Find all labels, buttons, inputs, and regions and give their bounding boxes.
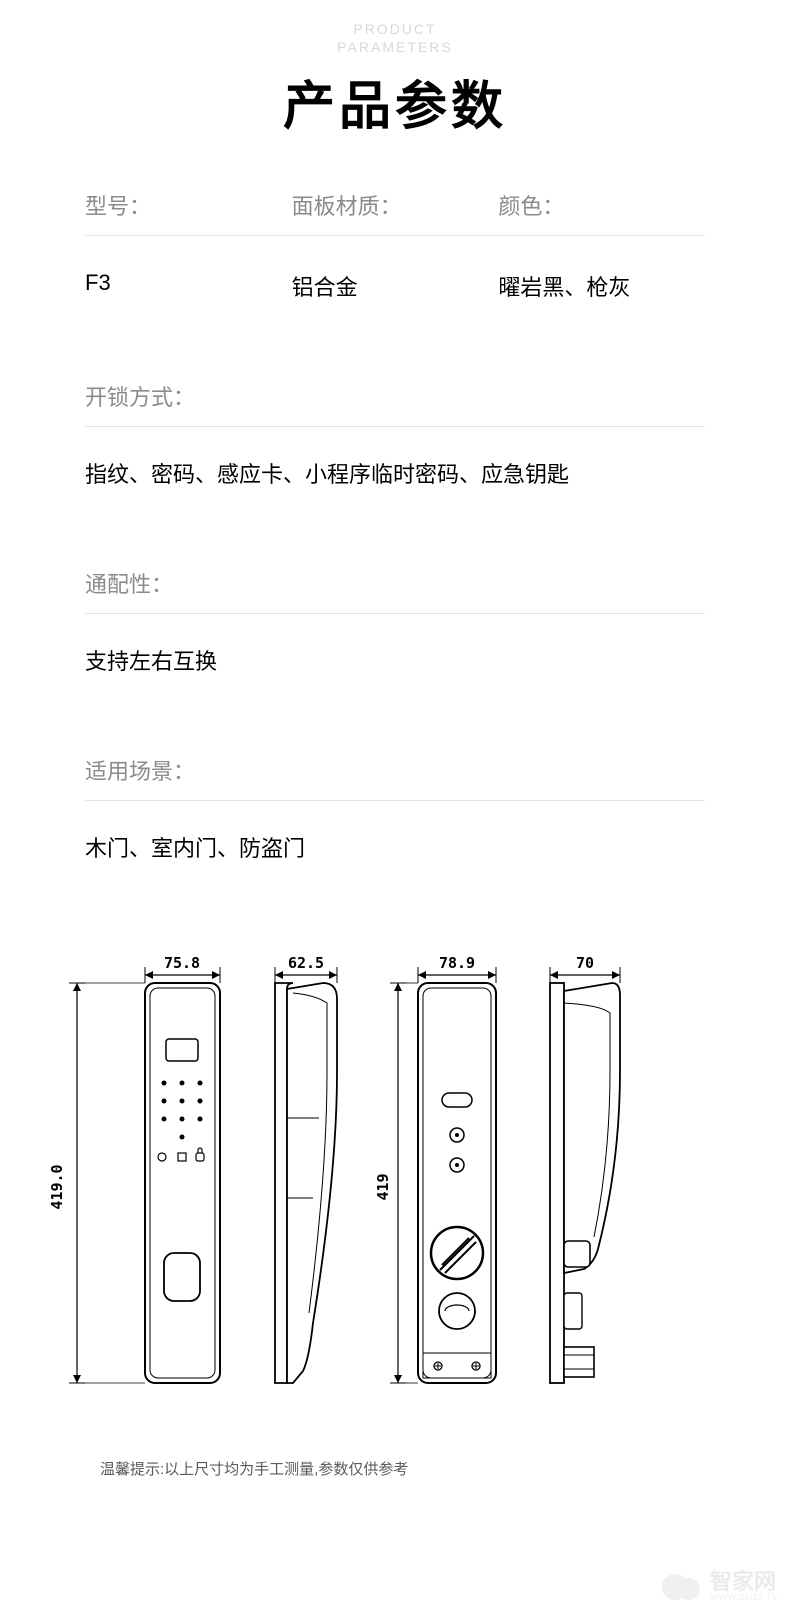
spec-block-scene: 适用场景： 木门、室内门、防盗门 xyxy=(85,754,705,863)
label-scene: 适用场景： xyxy=(85,754,705,786)
value-unlock: 指纹、密码、感应卡、小程序临时密码、应急钥匙 xyxy=(85,457,705,489)
label-material: 面板材质： xyxy=(292,189,499,221)
page-title: 产品参数 xyxy=(0,64,790,139)
spec-row-labels: 型号： 面板材质： 颜色： xyxy=(85,189,705,236)
header: PRODUCT PARAMETERS 产品参数 xyxy=(0,0,790,139)
label-compat: 通配性： xyxy=(85,567,705,599)
spec-row-values: F3 铝合金 曜岩黑、枪灰 xyxy=(85,236,705,302)
dim-front-height: 419.0 xyxy=(50,1165,66,1210)
dim-side1-width: 62.5 xyxy=(288,954,324,972)
dim-back-height: 419 xyxy=(374,1174,392,1201)
value-color: 曜岩黑、枪灰 xyxy=(498,270,705,302)
measurement-tip: 温馨提示:以上尺寸均为手工测量,参数仅供参考 xyxy=(0,1458,790,1479)
value-scene: 木门、室内门、防盗门 xyxy=(85,831,705,863)
watermark-en: WWW.ZNJJ.TV xyxy=(710,1593,778,1602)
dim-back-width: 78.9 xyxy=(439,954,475,972)
eyebrow-line1: PRODUCT xyxy=(0,20,790,38)
watermark-cn: 智家网 xyxy=(710,1571,778,1593)
label-model: 型号： xyxy=(85,189,292,221)
cloud-icon xyxy=(658,1570,704,1602)
label-unlock: 开锁方式： xyxy=(85,380,705,412)
dim-front-width: 75.8 xyxy=(164,954,200,972)
spec-block-compat: 通配性： 支持左右互换 xyxy=(85,567,705,676)
value-model: F3 xyxy=(85,270,292,302)
value-compat: 支持左右互换 xyxy=(85,644,705,676)
spec-table: 型号： 面板材质： 颜色： F3 铝合金 曜岩黑、枪灰 开锁方式： 指纹、密码、… xyxy=(0,139,790,863)
dim-side2-width: 70 xyxy=(576,954,594,972)
spec-block-unlock: 开锁方式： 指纹、密码、感应卡、小程序临时密码、应急钥匙 xyxy=(85,380,705,489)
label-color: 颜色： xyxy=(498,189,705,221)
watermark: 智家网 WWW.ZNJJ.TV xyxy=(658,1570,778,1602)
eyebrow-line2: PARAMETERS xyxy=(0,38,790,56)
value-material: 铝合金 xyxy=(292,270,499,302)
dimension-diagram: 75.8 419.0 xyxy=(0,953,790,1398)
